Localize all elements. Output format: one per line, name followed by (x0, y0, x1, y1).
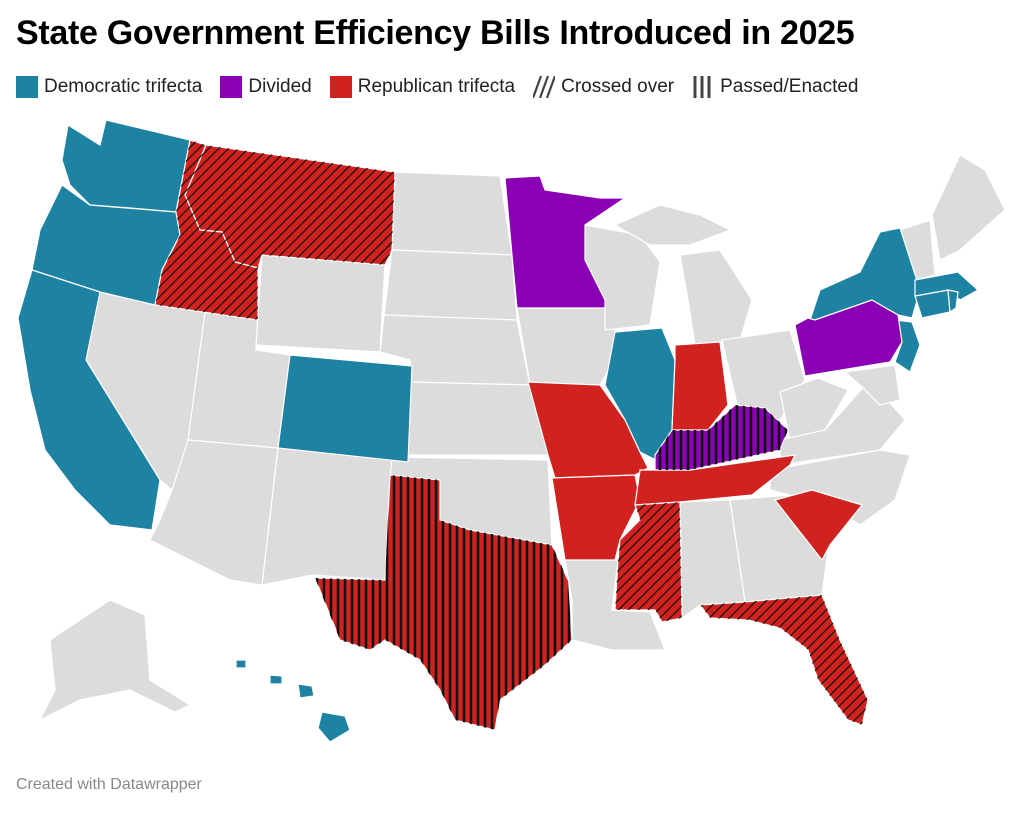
state-california (17, 269, 161, 531)
legend-item-democratic: Democratic trifecta (16, 76, 202, 98)
state-kansas (407, 381, 549, 456)
state-massachusetts (914, 271, 980, 301)
hatch-idaho (155, 140, 258, 320)
legend-label-passed: Passed/Enacted (720, 76, 859, 97)
state-hawaii-kauai (235, 659, 247, 669)
state-michigan-up (613, 204, 732, 246)
legend-swatch-democratic (16, 76, 38, 98)
legend-swatch-crossed (533, 76, 556, 98)
page-title: State Government Efficiency Bills Introd… (16, 14, 855, 52)
hatch-texas (315, 475, 572, 730)
state-colorado (277, 354, 413, 463)
legend-label-divided: Divided (248, 76, 312, 97)
legend: Democratic trifecta Divided Republican t… (16, 76, 877, 98)
state-rhode-island (947, 289, 959, 314)
map-background-states (38, 154, 1006, 722)
state-new-mexico (261, 447, 393, 586)
legend-label-crossed: Crossed over (561, 76, 675, 97)
state-hawaii-big (317, 711, 351, 743)
legend-swatch-republican (329, 76, 352, 98)
legend-item-crossed: Crossed over (533, 76, 674, 98)
state-north-dakota (391, 171, 513, 256)
state-minnesota (504, 175, 627, 309)
state-maine (931, 154, 1006, 261)
hatch-florida (700, 595, 868, 725)
state-michigan (679, 249, 753, 346)
us-map-svg (17, 119, 1006, 743)
us-map (0, 110, 1024, 760)
state-hawaii-maui (297, 683, 315, 699)
hatch-mississippi (615, 502, 682, 622)
hatch-kentucky (655, 405, 788, 470)
state-north-carolina (769, 449, 911, 526)
state-maryland-delaware (843, 364, 901, 406)
legend-item-passed: Passed/Enacted (692, 76, 859, 98)
footer-credit: Created with Datawrapper (16, 776, 202, 793)
legend-item-divided: Divided (220, 76, 312, 98)
legend-item-republican: Republican trifecta (329, 76, 516, 98)
state-missouri (527, 381, 649, 479)
legend-label-republican: Republican trifecta (357, 76, 516, 97)
legend-label-democratic: Democratic trifecta (44, 76, 203, 97)
state-south-carolina (773, 489, 864, 562)
hatch-montana (185, 145, 395, 268)
state-alaska (38, 599, 192, 722)
state-west-virginia (779, 377, 849, 441)
state-south-dakota (383, 249, 518, 321)
legend-swatch-divided (220, 76, 243, 98)
map-hatch-overlays (155, 140, 868, 730)
state-louisiana (564, 559, 666, 651)
state-wyoming (255, 254, 386, 353)
state-hawaii-oahu (269, 674, 283, 685)
legend-swatch-passed (693, 76, 711, 98)
state-pennsylvania (794, 299, 903, 377)
